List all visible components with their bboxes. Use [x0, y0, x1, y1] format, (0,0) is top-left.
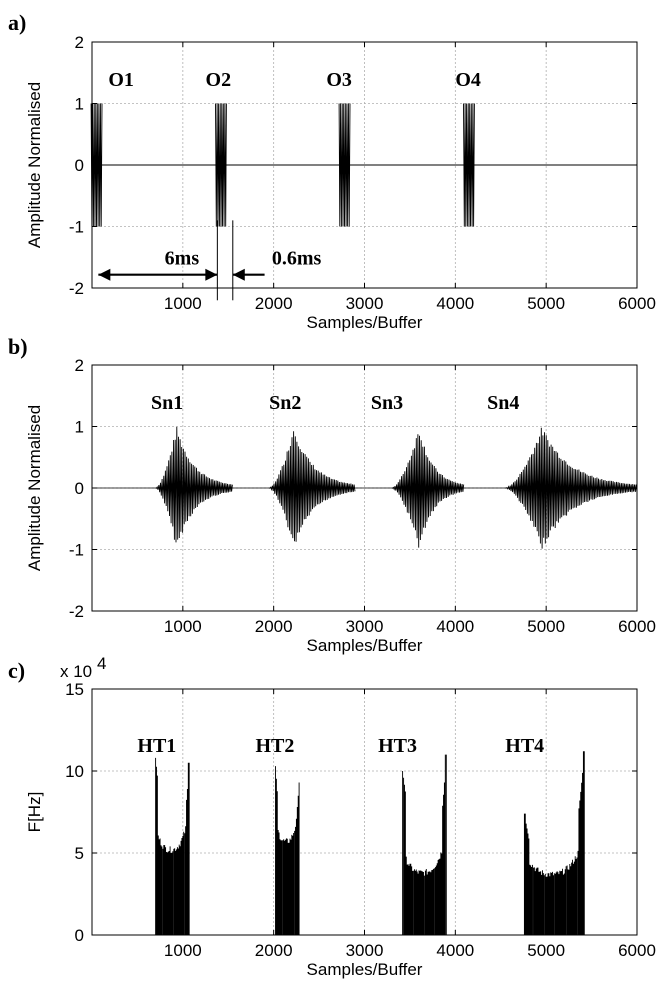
- x-tick-label: 5000: [527, 617, 565, 636]
- trace-HT3: [402, 754, 447, 935]
- x-tick-label: 4000: [436, 617, 474, 636]
- arrow-head: [98, 268, 111, 281]
- annotation-HT3: HT3: [378, 735, 417, 757]
- x-tick-label: 1000: [164, 294, 202, 313]
- x-axis-label: Samples/Buffer: [307, 313, 423, 332]
- y-tick-label: 0: [75, 479, 84, 498]
- x-tick-label: 3000: [346, 941, 384, 960]
- annotation-HT4: HT4: [505, 735, 544, 757]
- annotation-Sn1: Sn1: [151, 392, 183, 414]
- x-tick-label: 2000: [255, 294, 293, 313]
- trace-HT4: [523, 751, 585, 935]
- x-tick-label: 6000: [618, 941, 656, 960]
- panel-letter: a): [8, 10, 26, 35]
- x-axis-label: Samples/Buffer: [307, 636, 423, 655]
- burst-Sn1: [155, 426, 233, 543]
- y-tick-label: 0: [75, 926, 84, 945]
- x-tick-label: 6000: [618, 294, 656, 313]
- y-axis-label: F[Hz]: [25, 792, 44, 833]
- panel-c: 1000 2000 3000 4000 5000 6000 0 5 10 15 Samples/Bu…: [8, 654, 656, 979]
- y-multiplier: x 10: [60, 662, 92, 681]
- annotation-HT1: HT1: [137, 735, 176, 757]
- annotation-Sn2: Sn2: [269, 392, 301, 414]
- panel-letter: c): [8, 658, 25, 683]
- x-axis-label: Samples/Buffer: [307, 960, 423, 979]
- y-tick-label: -2: [69, 279, 84, 298]
- y-tick-label: 2: [75, 356, 84, 375]
- burst-O3: [338, 103, 351, 227]
- burst-O2: [215, 103, 227, 227]
- x-tick-label: 2000: [255, 617, 293, 636]
- annotation-O4: O4: [455, 69, 481, 91]
- panel-b: 1000 2000 3000 4000 5000 6000 -2 -1 0 1 2 Samples/B…: [8, 334, 656, 655]
- x-tick-label: 1000: [164, 941, 202, 960]
- annotation-O1: O1: [108, 69, 134, 91]
- y-tick-label: -2: [69, 602, 84, 621]
- burst-O4: [463, 103, 475, 227]
- x-tick-label: 4000: [436, 941, 474, 960]
- x-tick-label: 2000: [255, 941, 293, 960]
- panel-letter: b): [8, 334, 28, 359]
- panel-a: 1000 2000 3000 4000 5000 6000 -2 -1 0 1 2 Samples/B…: [8, 10, 656, 332]
- x-tick-label: 1000: [164, 617, 202, 636]
- x-tick-label: 3000: [346, 294, 384, 313]
- y-tick-label: 10: [65, 762, 84, 781]
- trace-HT2: [275, 766, 300, 935]
- burst-Sn3: [391, 434, 465, 548]
- annotation-0.6ms: 0.6ms: [272, 247, 322, 269]
- annotation-Sn4: Sn4: [487, 392, 519, 414]
- y-multiplier-exponent: 4: [97, 654, 106, 673]
- x-tick-label: 5000: [527, 941, 565, 960]
- annotation-Sn3: Sn3: [371, 392, 403, 414]
- trace-HT1: [155, 757, 190, 935]
- annotation-6ms: 6ms: [165, 247, 200, 269]
- x-tick-label: 6000: [618, 617, 656, 636]
- arrow-head: [205, 268, 218, 281]
- x-tick-label: 3000: [346, 617, 384, 636]
- y-tick-label: 5: [75, 844, 84, 863]
- y-axis-label: Amplitude Normalised: [25, 405, 44, 571]
- arrow-head: [232, 268, 245, 281]
- y-tick-label: -1: [69, 218, 84, 237]
- x-tick-label: 4000: [436, 294, 474, 313]
- y-tick-label: 0: [75, 156, 84, 175]
- x-tick-label: 5000: [527, 294, 565, 313]
- y-axis-label: Amplitude Normalised: [25, 82, 44, 248]
- y-tick-label: -1: [69, 541, 84, 560]
- y-tick-label: 2: [75, 33, 84, 52]
- annotation-O3: O3: [326, 69, 352, 91]
- annotation-O2: O2: [206, 69, 232, 91]
- y-tick-label: 15: [65, 680, 84, 699]
- annotation-HT2: HT2: [256, 735, 295, 757]
- y-tick-label: 1: [75, 95, 84, 114]
- burst-Sn2: [268, 431, 356, 542]
- y-tick-label: 1: [75, 418, 84, 437]
